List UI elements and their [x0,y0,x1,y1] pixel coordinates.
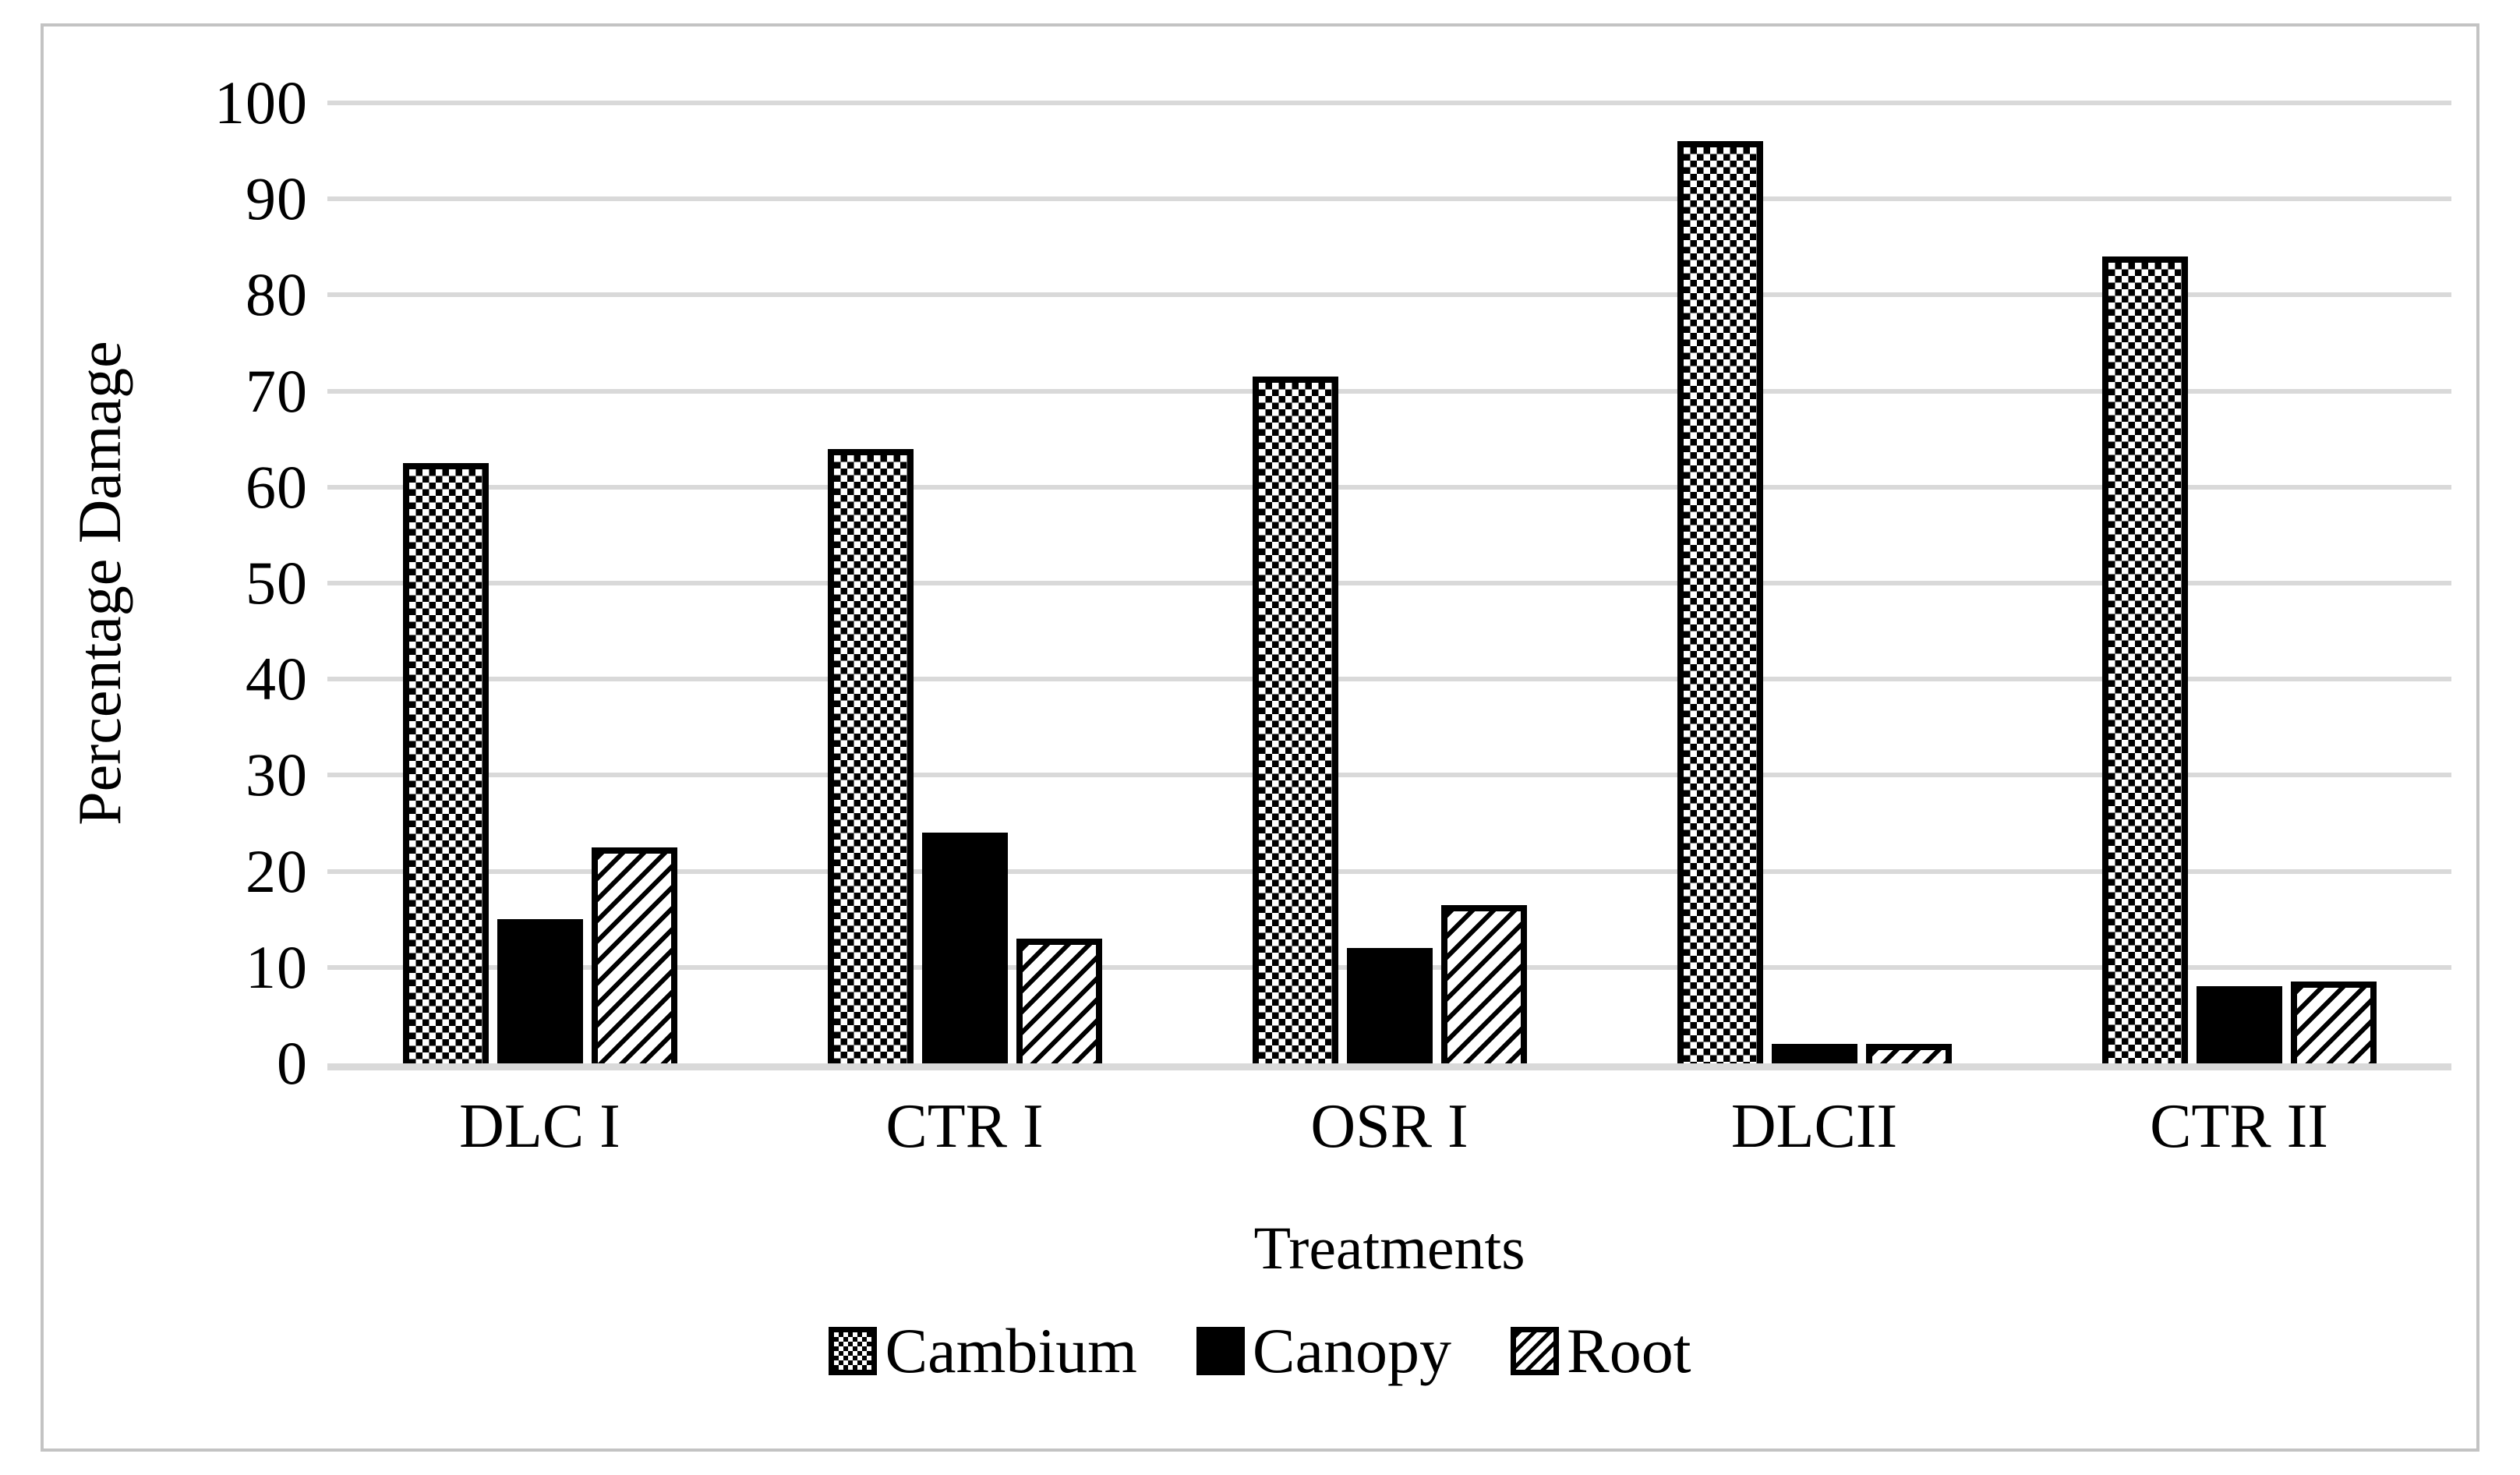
gridline-90 [327,196,2451,202]
bar-group-dlcii [1602,103,2027,1063]
legend-swatch-solid-icon [1196,1327,1245,1375]
gridline-80 [327,292,2451,298]
gridline-20 [327,868,2451,874]
bar-cambium-ctr-i [827,448,914,1063]
category-label-osr-i: OSR I [1310,1092,1469,1161]
y-tick-label-100: 100 [214,69,308,136]
y-axis-tick-labels: 0 10 20 30 40 50 60 70 80 90 100 [0,73,308,1094]
gridline-60 [327,484,2451,490]
bar-canopy-osr-i [1346,948,1433,1063]
plot-area [327,101,2451,1070]
category-label-dlcii: DLCII [1730,1092,1898,1161]
legend-item-cambium: Cambium [829,1315,1137,1386]
bar-canopy-dlc-i [497,919,583,1063]
bar-canopy-dlcii [1771,1044,1857,1063]
legend-label-canopy: Canopy [1252,1315,1452,1386]
y-tick-label-0: 0 [277,1029,308,1097]
bar-group-dlc-i [327,103,752,1063]
y-tick-label-70: 70 [246,356,308,425]
legend-item-canopy: Canopy [1196,1319,1451,1383]
y-tick-label-10: 10 [246,932,308,1001]
gridline-30 [327,773,2451,778]
bar-root-osr-i [1440,904,1527,1063]
x-axis-category-labels: DLC I CTR I OSR I DLCII CTR II [327,1095,2451,1158]
bar-group-ctr-i [752,103,1177,1063]
category-label-dlc-i: DLC I [459,1092,620,1161]
category-label-ctr-ii: CTR II [2150,1092,2328,1161]
y-tick-label-80: 80 [246,260,308,329]
bar-cambium-dlc-i [402,463,489,1063]
bar-root-ctr-ii [2290,982,2377,1063]
y-tick-label-40: 40 [246,645,308,713]
bar-root-ctr-i [1016,938,1102,1063]
bar-cambium-osr-i [1252,377,1338,1063]
legend-item-root: Root [1511,1319,1691,1383]
legend: Cambium Canopy Root [0,1319,2520,1383]
y-tick-label-50: 50 [246,549,308,617]
bar-group-osr-i [1177,103,1602,1063]
category-label-ctr-i: CTR I [885,1092,1044,1161]
bar-canopy-ctr-ii [2196,986,2282,1063]
bar-cambium-dlcii [1677,141,1763,1063]
gridline-100 [327,101,2451,105]
legend-label-cambium: Cambium [885,1315,1137,1386]
x-axis-title: Treatments [1253,1214,1525,1282]
y-tick-label-20: 20 [246,837,308,905]
gridline-70 [327,388,2451,394]
gridline-40 [327,677,2451,682]
legend-swatch-diagonal-hatch-icon [1511,1327,1560,1375]
bar-canopy-ctr-i [921,833,1008,1063]
y-tick-label-90: 90 [246,164,308,233]
legend-label-root: Root [1567,1315,1691,1386]
bar-root-dlcii [1865,1044,1952,1063]
legend-swatch-dotted-icon [829,1327,878,1375]
bar-group-ctr-ii [2027,103,2451,1063]
gridline-50 [327,581,2451,585]
y-tick-label-30: 30 [246,741,308,809]
bar-cambium-ctr-ii [2101,256,2188,1063]
bar-root-dlc-i [591,847,677,1063]
y-tick-label-60: 60 [246,452,308,521]
